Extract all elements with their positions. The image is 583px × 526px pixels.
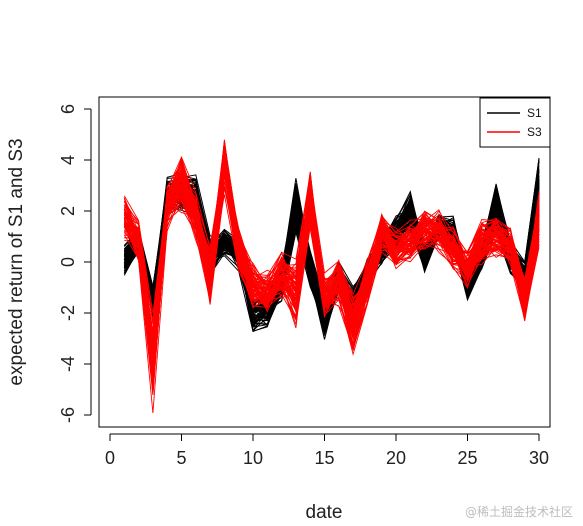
series-s3-line (123, 141, 540, 329)
plot-frame (98, 96, 551, 428)
y-tick-label: 6 (58, 104, 78, 114)
series-s3-line (124, 142, 540, 387)
legend-label-s1: S1 (527, 106, 542, 120)
watermark-text: @稀土掘金技术社区 (464, 505, 573, 519)
series-s3-line (123, 158, 540, 381)
y-tick-label: 0 (58, 257, 78, 267)
legend-box (479, 97, 551, 148)
y-tick-label: 4 (58, 155, 78, 165)
y-tick-label: 2 (58, 206, 78, 216)
series-s3-line (123, 154, 540, 353)
y-tick-label: -2 (58, 305, 78, 321)
x-tick-label: 20 (386, 448, 406, 468)
y-axis: -6 -4 -2 0 2 4 6 (58, 104, 92, 423)
y-tick-label: -4 (58, 356, 78, 372)
x-axis: 0 5 10 15 20 25 30 (105, 433, 549, 468)
x-tick-label: 15 (314, 448, 334, 468)
x-tick-label: 25 (457, 448, 477, 468)
x-tick-label: 0 (105, 448, 115, 468)
series-s3-paths (123, 139, 540, 414)
y-tick-label: -6 (58, 407, 78, 423)
series-s3-line (123, 175, 540, 372)
series-s3-line (123, 151, 540, 345)
x-axis-title: date (306, 502, 343, 523)
x-tick-label: 5 (176, 448, 186, 468)
x-tick-label: 30 (529, 448, 549, 468)
legend-label-s3: S3 (527, 125, 542, 139)
x-tick-label: 10 (243, 448, 263, 468)
series-layer (123, 139, 540, 414)
y-axis-title: expected return of S1 and S3 (6, 138, 27, 385)
